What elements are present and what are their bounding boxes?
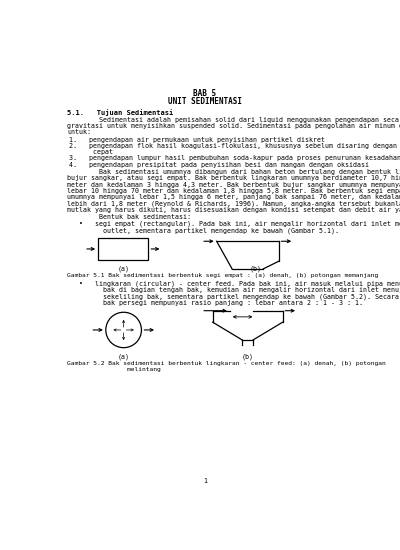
Text: (b): (b) xyxy=(249,266,261,272)
Circle shape xyxy=(106,312,142,348)
Text: Bentuk bak sedimentasi:: Bentuk bak sedimentasi: xyxy=(67,214,191,220)
Text: lebar 10 hingga 70 meter dan kedalaman 1,8 hingga 5,8 meter. Bak berbentuk segi : lebar 10 hingga 70 meter dan kedalaman 1… xyxy=(67,188,400,194)
Text: (a): (a) xyxy=(118,354,130,360)
Text: •   lingkaran (circular) - center feed. Pada bak ini, air masuk melalui pipa men: • lingkaran (circular) - center feed. Pa… xyxy=(67,281,400,287)
Text: outlet, sementara partikel mengendap ke bawah (Gambar 5.1).: outlet, sementara partikel mengendap ke … xyxy=(67,227,339,234)
Text: 2.   pengendapan flok hasil koagulasi-flokulasi, khususnya sebelum disaring deng: 2. pengendapan flok hasil koagulasi-flok… xyxy=(69,143,400,149)
Text: (b): (b) xyxy=(242,354,254,360)
Text: lebih dari 1,8 meter (Reynold & Richards, 1996). Namun, angka-angka tersebut buk: lebih dari 1,8 meter (Reynold & Richards… xyxy=(67,200,400,207)
Bar xyxy=(98,238,148,260)
Text: mutlak yang harus dikuti, harus disesuaikan dengan kondisi setempat dan debit ai: mutlak yang harus dikuti, harus disesuai… xyxy=(67,207,400,213)
Text: •   segi empat (rectangular). Pada bak ini, air mengalir horizontal dari inlet m: • segi empat (rectangular). Pada bak ini… xyxy=(67,221,400,227)
Text: BAB 5: BAB 5 xyxy=(194,89,216,98)
Text: untuk:: untuk: xyxy=(67,129,91,135)
Text: gravitasi untuk menyisihkan suspended solid. Sedimentasi pada pengolahan air min: gravitasi untuk menyisihkan suspended so… xyxy=(67,123,400,129)
Text: Gambar 5.1 Bak sedimentasi berbentuk segi empat : (a) denah, (b) potongan memanj: Gambar 5.1 Bak sedimentasi berbentuk seg… xyxy=(67,273,378,278)
Text: umumnya mempunyai lebar 1,5 hingga 6 meter, panjang bak sampai 76 meter, dan ked: umumnya mempunyai lebar 1,5 hingga 6 met… xyxy=(67,194,400,200)
Text: 4.   pengendapan presipitat pada penyisihan besi dan mangan dengan oksidasi: 4. pengendapan presipitat pada penyisiha… xyxy=(69,162,369,168)
Text: (a): (a) xyxy=(118,266,130,272)
Text: meter dan kedalaman 3 hingga 4,3 meter. Bak berbentuk bujur sangkar umumnya memp: meter dan kedalaman 3 hingga 4,3 meter. … xyxy=(67,182,400,188)
Text: bujur sangkar, atau segi empat. Bak berbentuk lingkaran umumnya berdiameter 10,7: bujur sangkar, atau segi empat. Bak berb… xyxy=(67,175,400,181)
Text: Bak sedimentasi umumnya dibangun dari bahan beton bertulang dengan bentuk lingka: Bak sedimentasi umumnya dibangun dari ba… xyxy=(67,169,400,175)
Text: bak di bagian tengah bak, kemudian air mengalir horizontal dari inlet menuju out: bak di bagian tengah bak, kemudian air m… xyxy=(67,287,400,293)
Text: 5.1.   Tujuan Sedimentasi: 5.1. Tujuan Sedimentasi xyxy=(67,109,173,116)
Text: Sedimentasi adalah pemisahan solid dari liquid menggunakan pengendapan secara: Sedimentasi adalah pemisahan solid dari … xyxy=(67,117,400,123)
Text: 1: 1 xyxy=(203,478,207,484)
Text: 1.   pengendapan air permukaan untuk penyisihan partikel diskret: 1. pengendapan air permukaan untuk penyi… xyxy=(69,136,325,142)
Text: sekeliling bak, sementara partikel mengendap ke bawah (Gambar 5.2). Secara tipik: sekeliling bak, sementara partikel menge… xyxy=(67,294,400,300)
Text: bak persegi mempunyai rasio panjang : lebar antara 2 : 1 - 3 : 1.: bak persegi mempunyai rasio panjang : le… xyxy=(67,300,363,306)
Text: 3.   pengendapan lumpur hasil pembubuhan soda-kapur pada proses penurunan kesada: 3. pengendapan lumpur hasil pembubuhan s… xyxy=(69,156,400,162)
Text: cepat: cepat xyxy=(69,149,113,155)
Text: Gambar 5.2 Bak sedimentasi berbentuk lingkaran - center feed: (a) denah, (b) pot: Gambar 5.2 Bak sedimentasi berbentuk lin… xyxy=(67,361,386,366)
Text: UNIT SEDIMENTASI: UNIT SEDIMENTASI xyxy=(168,97,242,106)
Text: melintang: melintang xyxy=(67,367,161,372)
